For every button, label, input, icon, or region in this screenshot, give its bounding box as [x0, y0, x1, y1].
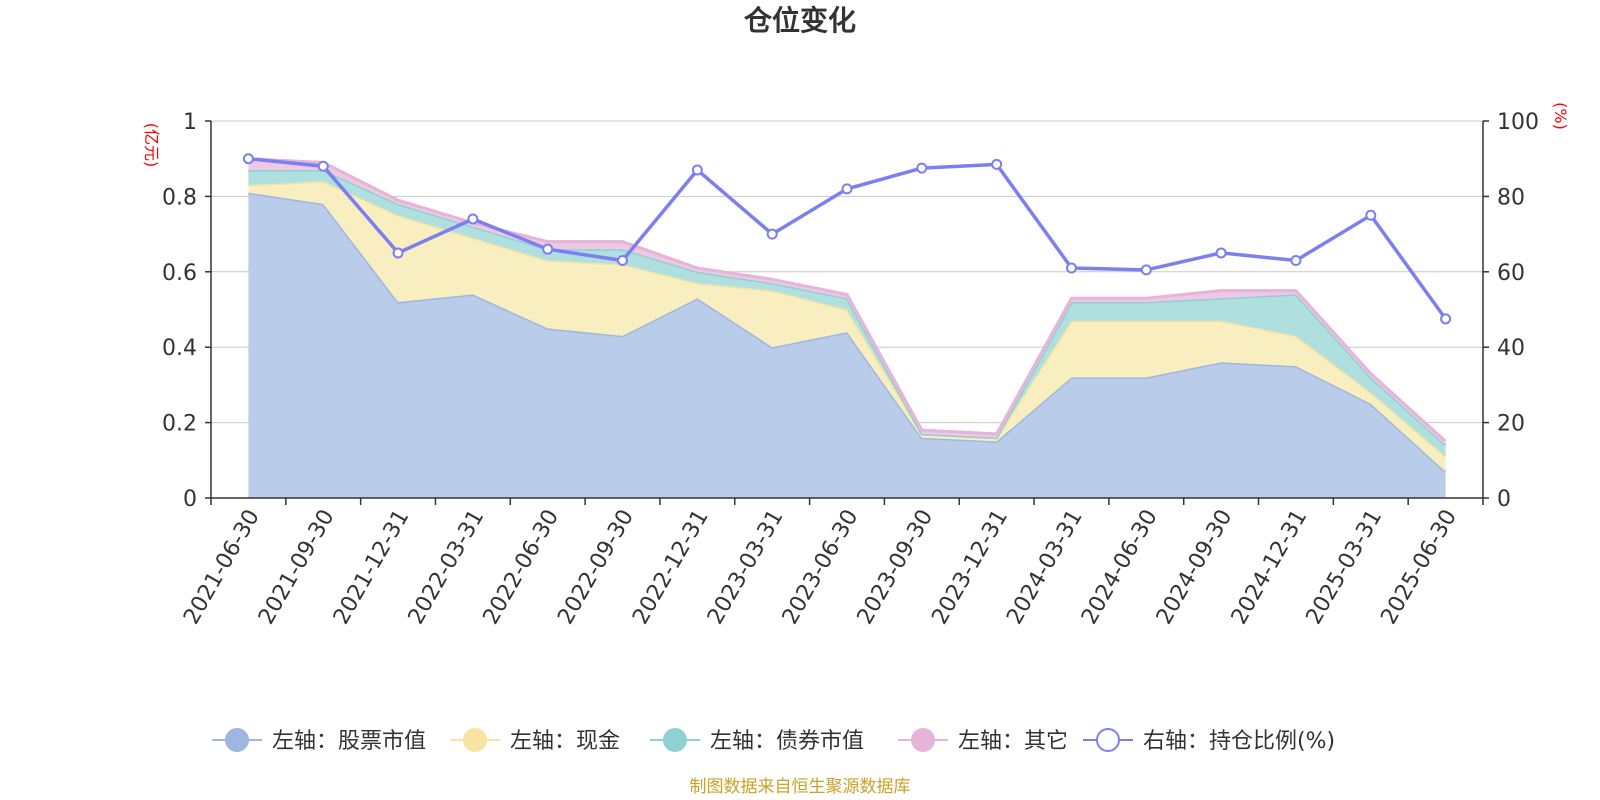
- right-tick-label: 40: [1497, 336, 1525, 361]
- legend-marker: [225, 728, 249, 752]
- x-tick-label: 2023-03-31: [703, 506, 789, 629]
- left-tick-label: 0.2: [162, 412, 197, 437]
- ratio-point: [467, 213, 479, 225]
- x-tick-label: 2022-03-31: [404, 505, 490, 628]
- right-axis-unit: (%): [1551, 102, 1570, 130]
- x-tick-label: 2021-09-30: [254, 506, 340, 629]
- x-tick-label: 2024-09-30: [1152, 506, 1238, 629]
- x-tick-label: 2023-12-31: [927, 505, 1013, 628]
- legend-label: 左轴：其它: [958, 729, 1068, 754]
- legend-item: 右轴：持仓比例(%): [1083, 728, 1335, 754]
- legend-label: 左轴：股票市值: [272, 729, 426, 754]
- legend-label: 左轴：债券市值: [710, 729, 864, 754]
- legend-marker: [911, 728, 935, 752]
- ratio-point: [1065, 262, 1077, 274]
- right-tick-label: 60: [1497, 261, 1525, 286]
- ratio-point: [766, 228, 778, 240]
- left-axis-unit: (亿元): [142, 123, 161, 168]
- legend-item: 左轴：债券市值: [650, 728, 864, 754]
- area-series-3: [248, 158, 1446, 446]
- x-tick-label: 2021-06-30: [179, 506, 265, 629]
- ratio-point: [991, 158, 1003, 170]
- legend-marker: [463, 728, 487, 752]
- x-tick-label: 2022-06-30: [479, 506, 565, 629]
- legend-marker: [1096, 728, 1120, 752]
- x-tick-label: 2024-03-31: [1002, 506, 1088, 629]
- ratio-point: [841, 183, 853, 195]
- right-tick-label: 100: [1497, 110, 1539, 135]
- left-tick-label: 0.4: [162, 336, 197, 361]
- chart-title: 仓位变化: [744, 4, 856, 37]
- area-series-2: [248, 170, 1446, 457]
- ratio-point: [392, 247, 404, 259]
- legend-marker: [663, 728, 687, 752]
- legend-label: 右轴：持仓比例(%): [1143, 729, 1335, 754]
- stacked-areas: [248, 157, 1447, 498]
- ratio-point: [1140, 264, 1152, 276]
- x-tick-label: 2024-06-30: [1077, 506, 1163, 629]
- x-tick-label: 2021-12-31: [329, 506, 415, 629]
- ratio-point: [691, 164, 703, 176]
- left-tick-label: 0.8: [162, 185, 197, 210]
- ratio-point: [916, 162, 928, 174]
- right-tick-label: 80: [1497, 185, 1525, 210]
- x-tick-label: 2022-12-31: [628, 506, 714, 629]
- left-tick-label: 1: [183, 110, 197, 135]
- ratio-point: [1290, 254, 1302, 266]
- left-tick-label: 0.6: [162, 261, 197, 286]
- x-tick-label: 2023-09-30: [853, 505, 939, 628]
- x-tick-label: 2025-03-31: [1302, 506, 1388, 629]
- ratio-point: [1440, 313, 1452, 325]
- ratio-point: [317, 160, 329, 172]
- ratio-point: [1215, 247, 1227, 259]
- legend-item: 左轴：现金: [450, 728, 620, 754]
- data-source-note: 制图数据来自恒生聚源数据库: [690, 777, 911, 797]
- ratio-point: [617, 254, 629, 266]
- ratio-point: [242, 153, 254, 165]
- area-series-0: [248, 192, 1446, 498]
- legend-item: 左轴：其它: [898, 728, 1068, 754]
- left-tick-label: 0: [183, 487, 197, 512]
- legend-item: 左轴：股票市值: [212, 728, 426, 754]
- area-series-1: [248, 181, 1446, 472]
- legend-label: 左轴：现金: [510, 729, 620, 754]
- right-tick-label: 0: [1497, 487, 1511, 512]
- area-series-3-edge: [248, 157, 1447, 443]
- ratio-point: [1365, 209, 1377, 221]
- x-tick-label: 2025-06-30: [1376, 506, 1462, 629]
- position-ratio-line: [242, 153, 1452, 325]
- legend: 左轴：股票市值 左轴：现金 左轴：债券市值 左轴：其它 右轴：持仓比例(%): [212, 728, 1335, 754]
- x-tick-label: 2024-12-31: [1227, 506, 1313, 629]
- ratio-point: [542, 243, 554, 255]
- x-tick-label: 2023-06-30: [778, 506, 864, 629]
- right-tick-label: 20: [1497, 412, 1525, 437]
- x-tick-label: 2022-09-30: [553, 506, 639, 629]
